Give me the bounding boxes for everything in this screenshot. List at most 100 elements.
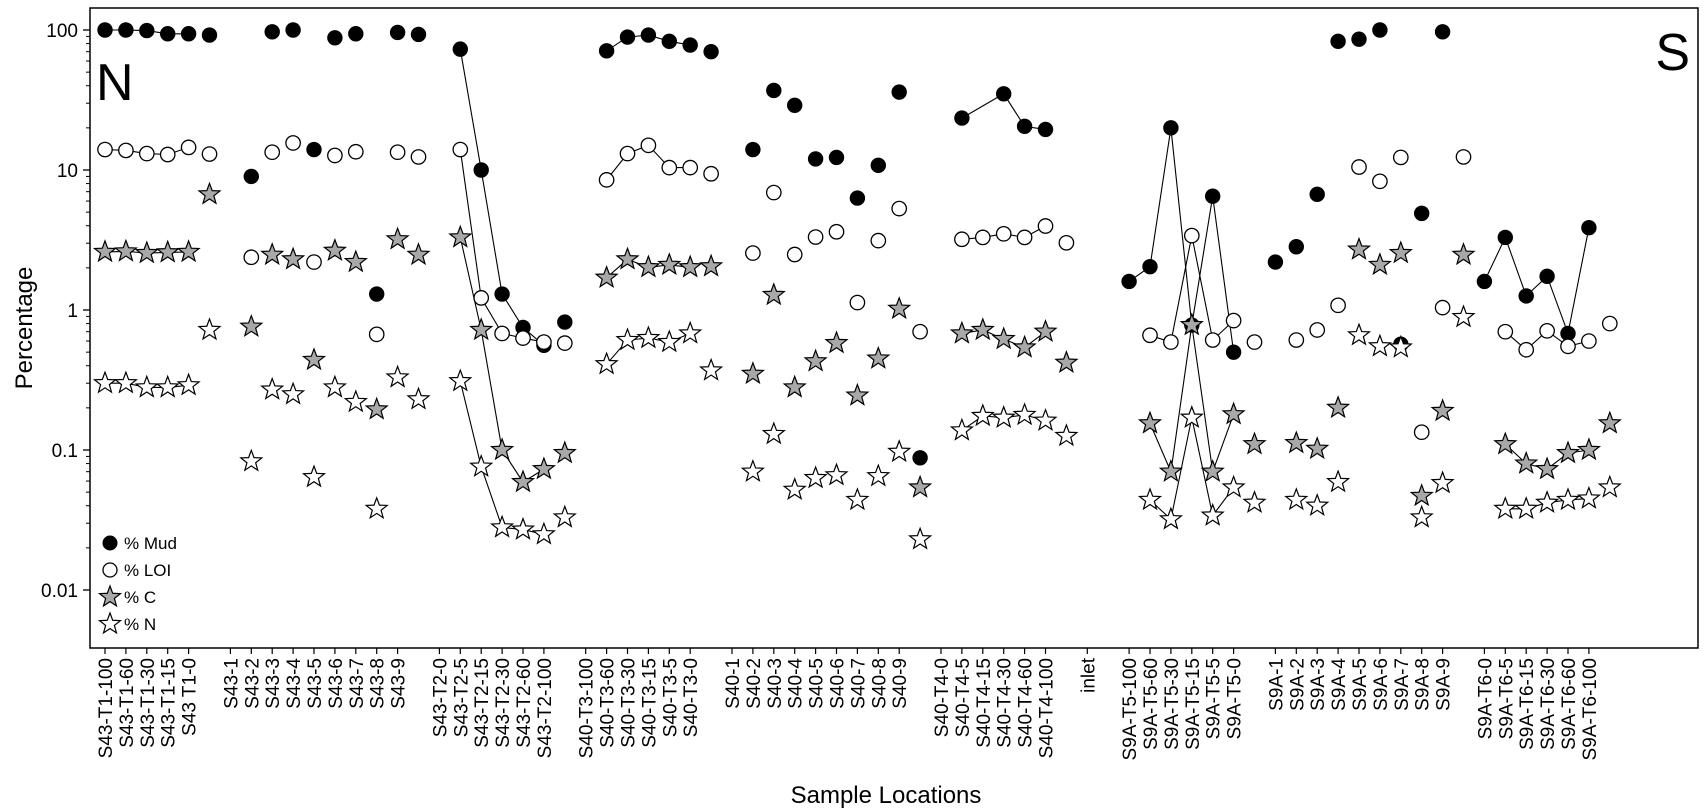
mud-point	[682, 37, 698, 53]
x-tick-label: inlet	[1078, 657, 1099, 693]
x-tick-label: S9A-T6-5	[1496, 658, 1517, 739]
legend-label-n: % N	[124, 615, 156, 634]
c-point	[1409, 483, 1434, 507]
x-tick-label: S43-4	[284, 658, 305, 709]
c-point	[1535, 456, 1560, 480]
loi-point	[745, 245, 761, 261]
x-tick-label: S43-7	[347, 658, 368, 709]
c-point	[343, 249, 368, 273]
x-tick-label: S9A-8	[1413, 658, 1434, 711]
x-tick-label: S40-9	[890, 658, 911, 709]
mud-point	[1267, 254, 1284, 270]
n-point	[1200, 502, 1225, 526]
x-tick-label: S43-T1-15	[159, 658, 180, 748]
legend-label-c: % C	[124, 588, 156, 607]
c-point	[678, 254, 703, 278]
n-point	[1514, 496, 1539, 520]
n-point	[1137, 487, 1163, 511]
mud-point	[180, 26, 197, 42]
n-point	[1325, 469, 1351, 493]
n-point	[824, 462, 849, 486]
c-point	[280, 246, 306, 270]
c-point	[531, 456, 556, 480]
mud-point	[870, 157, 886, 174]
mud-point	[619, 29, 636, 45]
loi-point	[1163, 334, 1179, 350]
x-tick-label: S40-1	[723, 658, 744, 709]
x-tick-label: S43 T1-0	[180, 658, 201, 736]
mud-point	[1163, 120, 1179, 136]
x-tick-label: S43-T2-0	[430, 658, 451, 737]
mud-point	[703, 43, 719, 60]
loi-point	[1539, 322, 1555, 339]
c-point	[552, 440, 577, 464]
c-point	[364, 396, 389, 420]
c-point	[1221, 401, 1246, 425]
x-tick-label: S40-T4-30	[995, 658, 1016, 748]
loi-point	[515, 330, 531, 346]
n-point	[678, 320, 703, 344]
n-point	[1535, 490, 1560, 514]
mud-point	[118, 22, 134, 38]
c-point	[1388, 240, 1413, 264]
loi-point	[974, 229, 991, 246]
x-tick-label: S40-6	[828, 658, 849, 709]
legend-marker-c	[97, 584, 123, 608]
x-tick-label: S9A-T5-0	[1225, 658, 1246, 739]
n-point	[991, 405, 1016, 429]
c-point	[615, 246, 640, 270]
mud-point	[139, 22, 155, 39]
loi-point	[494, 325, 510, 342]
loi-point	[661, 159, 678, 176]
c-point	[92, 239, 118, 263]
x-tick-label: S43-9	[389, 658, 410, 709]
mud-point	[1205, 188, 1221, 204]
n-point	[1576, 485, 1602, 509]
loi-point	[912, 323, 928, 340]
n-point	[594, 351, 619, 375]
x-tick-label: S43-T2-60	[514, 658, 535, 748]
loi-point	[306, 254, 322, 270]
n-point	[949, 417, 975, 441]
x-tick-label: S9A-4	[1329, 658, 1350, 711]
series-line	[961, 93, 1046, 130]
x-tick-label: S43-T2-15	[472, 658, 493, 748]
loi-point	[1204, 332, 1221, 348]
x-tick-label: S40-T3-15	[639, 658, 660, 748]
x-tick-label: S9A-T5-5	[1204, 658, 1225, 739]
loi-point	[1351, 159, 1367, 175]
x-tick-label: S9A-7	[1392, 658, 1413, 711]
n-point	[970, 403, 995, 427]
loi-point	[159, 146, 176, 163]
c-point	[239, 313, 264, 337]
n-point	[1012, 402, 1037, 426]
x-tick-label: S9A-T6-15	[1517, 658, 1538, 750]
loi-point	[765, 184, 782, 201]
x-tick-label: S40-T3-0	[681, 658, 702, 737]
mud-point	[1497, 229, 1514, 246]
loi-point	[1330, 297, 1346, 314]
loi-point	[556, 335, 573, 351]
series-line	[1483, 227, 1590, 336]
mud-point	[1309, 186, 1325, 203]
loi-point	[1288, 332, 1305, 348]
n-point	[1388, 334, 1413, 358]
c-point	[740, 361, 766, 385]
c-point	[1158, 458, 1183, 482]
n-point	[1179, 405, 1204, 429]
n-point	[280, 381, 306, 405]
n-point	[113, 370, 139, 394]
mud-point	[640, 27, 657, 43]
n-point	[489, 514, 515, 538]
n-point	[845, 487, 870, 511]
c-point	[1326, 395, 1351, 419]
x-tick-label: S9A-2	[1287, 658, 1308, 711]
c-point	[887, 296, 912, 320]
n-point	[782, 477, 807, 501]
loi-point	[849, 294, 866, 311]
n-point	[615, 327, 640, 351]
loi-point	[473, 290, 490, 306]
n-point	[698, 357, 724, 381]
x-tick-label: S40-T4-60	[1016, 658, 1037, 748]
loi-point	[243, 249, 260, 266]
